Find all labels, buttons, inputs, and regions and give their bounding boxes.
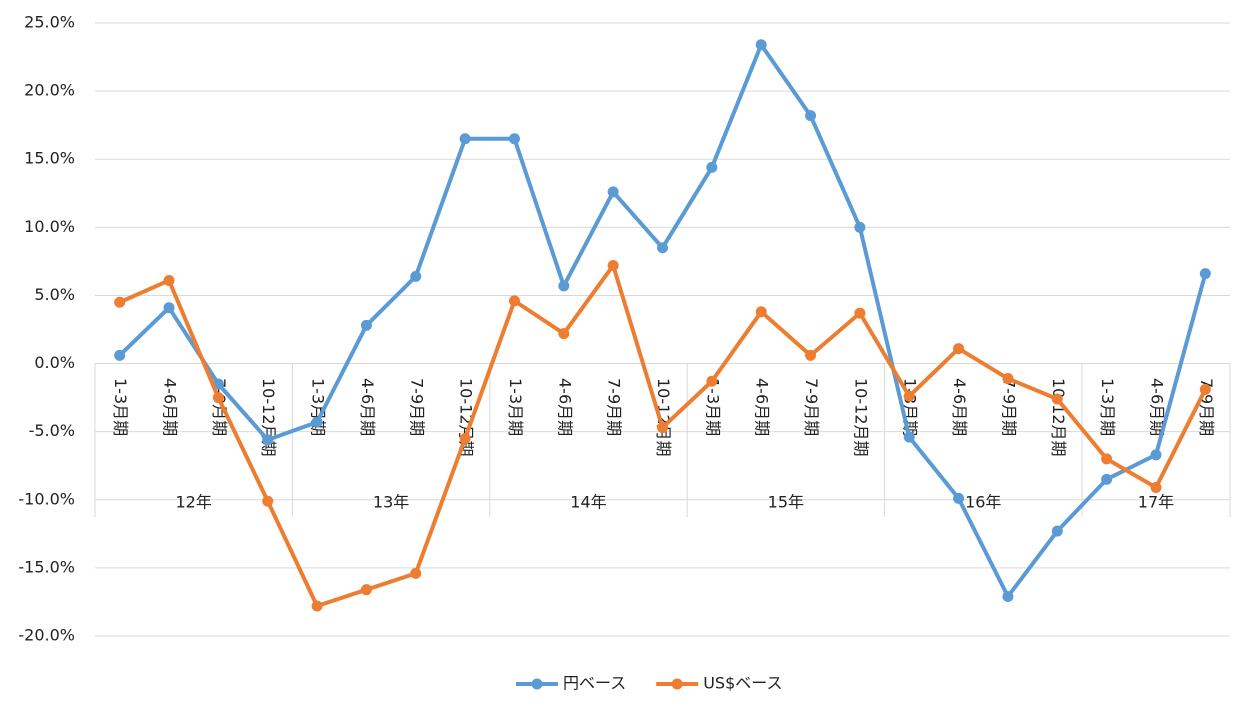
data-point — [854, 221, 866, 233]
data-point — [1051, 525, 1063, 537]
y-tick-label: -5.0% — [29, 421, 75, 440]
data-point — [854, 307, 866, 319]
y-tick-label: -10.0% — [18, 489, 75, 508]
data-point — [558, 328, 570, 340]
x-tick-label: 1-3月期 — [703, 378, 722, 436]
data-point — [114, 296, 126, 308]
data-point — [1101, 473, 1113, 485]
data-point — [360, 319, 372, 331]
data-point — [1002, 373, 1014, 385]
data-point — [755, 306, 767, 318]
x-tick-label: 1-3月期 — [1098, 378, 1117, 436]
legend-marker — [671, 678, 683, 690]
data-point — [706, 161, 718, 173]
data-point — [1150, 449, 1162, 461]
data-point — [1199, 268, 1211, 280]
data-point — [657, 242, 668, 254]
data-point — [805, 349, 817, 361]
x-tick-label: 10-12月期 — [851, 378, 870, 457]
group-label: 13年 — [373, 493, 409, 512]
data-point — [706, 375, 718, 387]
group-label: 15年 — [768, 493, 804, 512]
x-tick-label: 1-3月期 — [506, 378, 525, 436]
data-point — [1199, 383, 1211, 395]
y-tick-label: 5.0% — [34, 285, 75, 304]
data-point — [410, 270, 422, 282]
group-label: 16年 — [965, 493, 1001, 512]
data-point — [1051, 393, 1063, 405]
legend-label: 円ベース — [563, 674, 626, 693]
data-point — [311, 416, 323, 428]
data-point — [953, 343, 965, 355]
data-point — [558, 280, 570, 292]
data-point — [311, 600, 323, 612]
y-tick-label: -20.0% — [18, 626, 75, 645]
x-tick-label: 10-12月期 — [1049, 378, 1068, 457]
data-point — [459, 133, 471, 145]
data-point — [262, 495, 274, 507]
data-point — [607, 186, 619, 198]
y-tick-label: -15.0% — [18, 557, 75, 576]
group-label: 17年 — [1138, 493, 1174, 512]
x-tick-label: 7-9月期 — [802, 378, 821, 436]
series-line — [118, 42, 1208, 599]
data-point — [163, 302, 175, 314]
data-point — [262, 434, 274, 446]
y-tick-label: 0.0% — [34, 353, 75, 372]
data-point — [1150, 482, 1162, 494]
x-tick-label: 4-6月期 — [753, 378, 772, 436]
y-tick-label: 10.0% — [24, 217, 75, 236]
data-point — [903, 390, 915, 402]
data-point — [953, 492, 965, 504]
x-tick-label: 4-6月期 — [161, 378, 180, 436]
x-tick-label: 7-9月期 — [605, 378, 624, 436]
data-point — [212, 392, 224, 404]
x-tick-label: 7-9月期 — [999, 378, 1018, 436]
data-point — [1002, 590, 1014, 602]
data-point — [114, 349, 126, 361]
x-tick-label: 7-9月期 — [407, 378, 426, 436]
y-tick-label: 15.0% — [24, 149, 75, 168]
group-label: 14年 — [570, 493, 606, 512]
y-tick-label: 20.0% — [24, 81, 75, 100]
data-point — [459, 432, 471, 444]
data-point — [607, 259, 619, 271]
data-point — [410, 567, 422, 579]
x-tick-label: 1-3月期 — [111, 378, 130, 436]
legend-marker — [531, 678, 543, 690]
x-tick-label: 4-6月期 — [555, 378, 574, 436]
data-point — [163, 274, 175, 286]
legend-label: US$ベース — [703, 674, 782, 693]
data-point — [1101, 453, 1113, 465]
x-tick-label: 4-6月期 — [358, 378, 377, 436]
data-point — [903, 431, 915, 443]
x-tick-label: 4-6月期 — [950, 378, 969, 436]
data-point — [657, 422, 668, 434]
x-tick-label: 10-12月期 — [654, 378, 673, 457]
data-point — [360, 584, 372, 596]
y-tick-label: 25.0% — [24, 13, 75, 32]
data-point — [755, 39, 767, 51]
data-point — [805, 110, 817, 122]
group-label: 12年 — [176, 493, 212, 512]
data-point — [508, 295, 520, 307]
data-point — [508, 133, 520, 145]
x-tick-label: 4-6月期 — [1147, 378, 1166, 436]
